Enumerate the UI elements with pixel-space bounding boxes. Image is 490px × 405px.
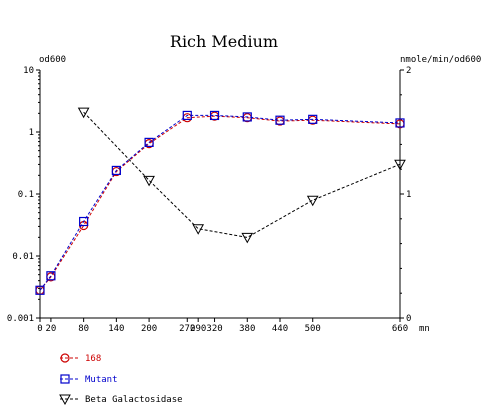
data-point <box>209 110 220 121</box>
y-left-tick-label: 0.01 <box>12 252 34 262</box>
y-left-tick-label: 10 <box>23 66 34 76</box>
data-point <box>275 115 285 125</box>
series-line <box>83 111 401 238</box>
data-point <box>144 137 154 147</box>
legend-marker <box>60 374 70 384</box>
x-tick-label: 140 <box>108 324 124 334</box>
chart-title: Rich Medium <box>170 32 278 51</box>
y-left-tick-label: 1 <box>29 128 34 138</box>
x-tick-label: 270 <box>179 324 195 334</box>
data-point <box>46 271 56 281</box>
data-point <box>182 110 192 121</box>
legend-label: Mutant <box>85 375 118 385</box>
y-left-axis-label: od600 <box>39 55 66 65</box>
data-point <box>242 112 252 122</box>
x-tick-label: 380 <box>239 324 255 334</box>
data-point <box>308 114 318 124</box>
data-point <box>79 216 89 227</box>
series-1 <box>35 110 405 295</box>
data-point <box>77 107 90 119</box>
y-left-tick-label: 0.001 <box>7 314 34 324</box>
x-tick-label: 290 <box>190 324 206 334</box>
legend-entry: Mutant <box>60 374 118 385</box>
x-tick-label: 200 <box>141 324 157 334</box>
data-point <box>111 165 121 176</box>
y-right-axis-label: nmole/min/od600 <box>400 55 481 65</box>
x-tick-label: 440 <box>272 324 288 334</box>
x-axis-label: mn <box>419 324 430 334</box>
y-right-tick-label: 2 <box>406 66 411 76</box>
x-tick-label: 0 <box>37 324 42 334</box>
y-left-tick-label: 0.1 <box>18 190 34 200</box>
x-tick-label: 660 <box>392 324 408 334</box>
data-point <box>241 232 254 244</box>
data-point <box>306 195 319 207</box>
x-tick-label: 320 <box>206 324 222 334</box>
legend-label: 168 <box>85 354 101 364</box>
x-tick-label: 80 <box>78 324 89 334</box>
series-line <box>39 115 401 291</box>
legend-label: Beta Galactosidase <box>85 395 183 405</box>
x-tick-label: 20 <box>45 324 56 334</box>
y-right-tick-label: 0 <box>406 314 411 324</box>
legend-marker <box>59 394 71 405</box>
data-point <box>395 118 405 128</box>
legend-entry: 168 <box>60 353 101 364</box>
data-point <box>35 285 45 295</box>
x-tick-label: 500 <box>305 324 321 334</box>
data-point <box>394 159 406 171</box>
legend-marker <box>60 353 70 363</box>
series-2 <box>77 107 406 244</box>
series-line <box>39 114 401 291</box>
data-point <box>143 175 155 187</box>
y-right-tick-label: 1 <box>406 190 411 200</box>
series-0 <box>35 111 405 295</box>
legend-entry: Beta Galactosidase <box>59 394 183 405</box>
data-point <box>192 224 205 235</box>
